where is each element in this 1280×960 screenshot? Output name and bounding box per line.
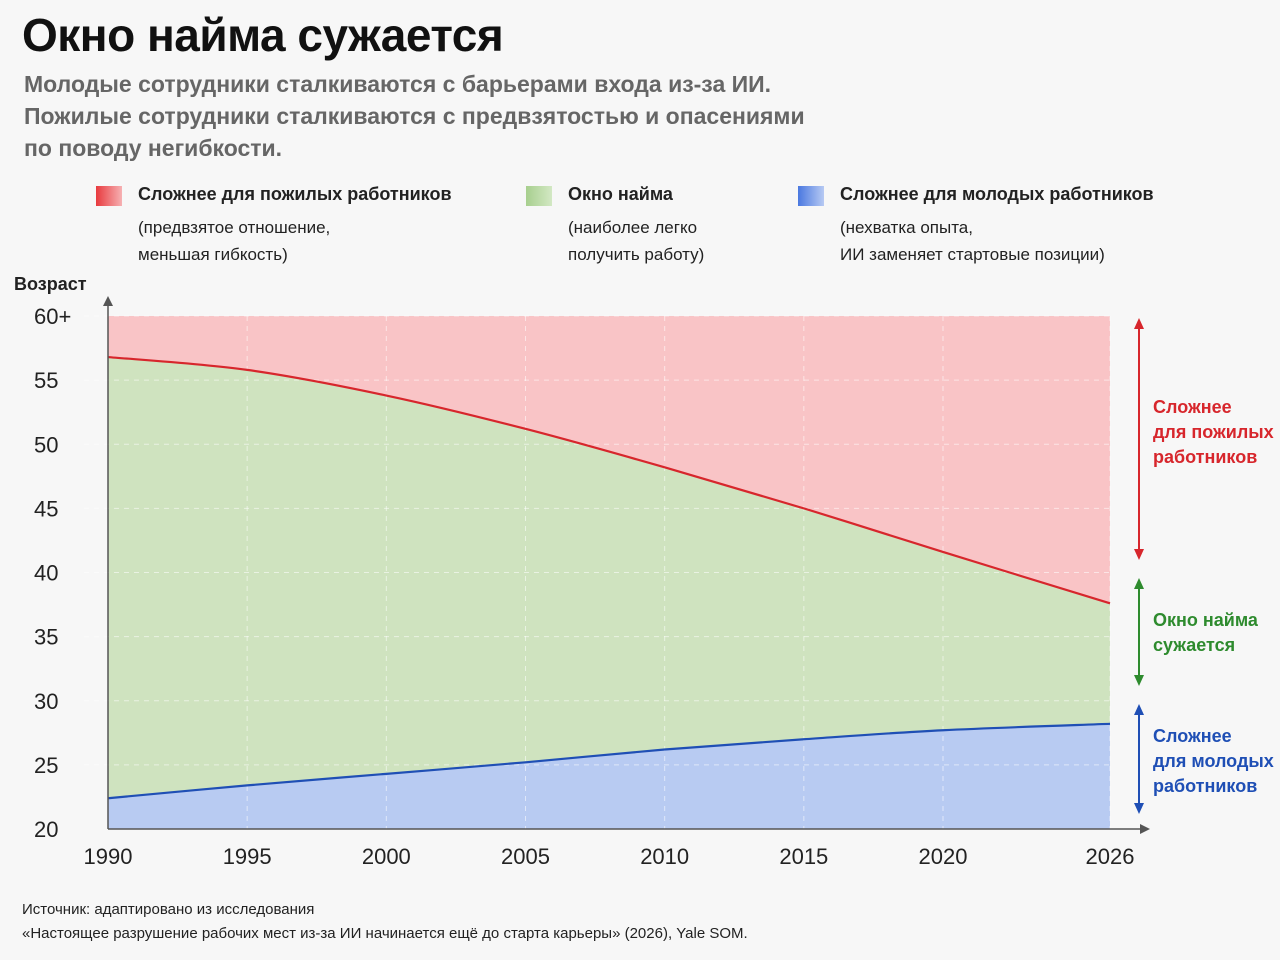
legend-swatch-red: [96, 186, 122, 206]
side-label-line: для пожилых: [1153, 422, 1274, 442]
x-tick-label: 2005: [501, 844, 550, 869]
side-label-line: работников: [1153, 447, 1257, 467]
x-axis-arrow: [1140, 824, 1150, 834]
hiring-window-region: [108, 357, 1110, 829]
side-arrow-head-up: [1134, 578, 1144, 589]
y-tick-label: 45: [34, 496, 58, 521]
side-label-line: для молодых: [1153, 751, 1274, 771]
x-tick-label: 2020: [919, 844, 968, 869]
legend-title: Окно найма: [568, 184, 673, 204]
legend-swatch-blue: [798, 186, 824, 206]
x-tick-label: 1995: [223, 844, 272, 869]
y-tick-label: 25: [34, 753, 58, 778]
side-arrow-head-down: [1134, 803, 1144, 814]
y-tick-label: 35: [34, 625, 58, 650]
legend-desc: (нехватка опыта, ИИ заменяет стартовые п…: [840, 214, 1105, 268]
subtitle-line: по поводу негибкости.: [24, 135, 283, 161]
legend-title: Сложнее для молодых работников: [840, 184, 1154, 204]
side-label-line: сужается: [1153, 635, 1235, 655]
side-label-line: Сложнее: [1153, 726, 1232, 746]
side-arrow-head-down: [1134, 549, 1144, 560]
x-tick-label: 2015: [779, 844, 828, 869]
legend-desc-line: получить работу): [568, 245, 705, 264]
y-tick-label: 20: [34, 817, 58, 842]
source-note: Источник: адаптировано из исследования «…: [22, 898, 748, 946]
side-label-line: Сложнее: [1153, 397, 1232, 417]
y-tick-label: 60+: [34, 304, 71, 329]
legend-desc: (наиболее легко получить работу): [568, 214, 704, 268]
y-axis-title: Возраст: [14, 274, 87, 294]
x-tick-label: 2000: [362, 844, 411, 869]
x-tick-label: 2026: [1086, 844, 1135, 869]
side-label-line: работников: [1153, 776, 1257, 796]
subtitle: Молодые сотрудники сталкиваются с барьер…: [24, 68, 924, 164]
y-tick-label: 50: [34, 432, 58, 457]
x-tick-label: 1990: [84, 844, 133, 869]
source-line: Источник: адаптировано из исследования: [22, 901, 315, 918]
side-arrow-head-up: [1134, 704, 1144, 715]
x-tick-label: 2010: [640, 844, 689, 869]
legend-swatch-green: [526, 186, 552, 206]
legend-desc-line: меньшая гибкость): [138, 245, 288, 264]
page-title: Окно найма сужается: [22, 9, 504, 61]
y-axis-arrow: [103, 296, 113, 306]
legend-desc-line: (нехватка опыта,: [840, 218, 973, 237]
younger-boundary-line: [107, 722, 1111, 800]
source-line: «Настоящее разрушение рабочих мест из-за…: [22, 925, 748, 942]
legend-desc-line: ИИ заменяет стартовые позиции): [840, 245, 1105, 264]
legend-desc-line: (предвзятое отношение,: [138, 218, 331, 237]
y-tick-label: 30: [34, 689, 58, 714]
side-arrow-head-down: [1134, 675, 1144, 686]
side-arrow-head-up: [1134, 318, 1144, 329]
legend-title: Сложнее для пожилых работников: [138, 184, 452, 204]
subtitle-line: Пожилые сотрудники сталкиваются с предвз…: [24, 103, 805, 129]
y-tick-label: 40: [34, 561, 58, 586]
y-tick-label: 55: [34, 368, 58, 393]
side-label-line: Окно найма: [1153, 610, 1259, 630]
legend-desc-line: (наиболее легко: [568, 218, 698, 237]
younger-region: [108, 723, 1110, 829]
subtitle-line: Молодые сотрудники сталкиваются с барьер…: [24, 71, 772, 97]
legend-desc: (предвзятое отношение, меньшая гибкость): [138, 214, 330, 268]
older-boundary-line: [107, 355, 1111, 605]
